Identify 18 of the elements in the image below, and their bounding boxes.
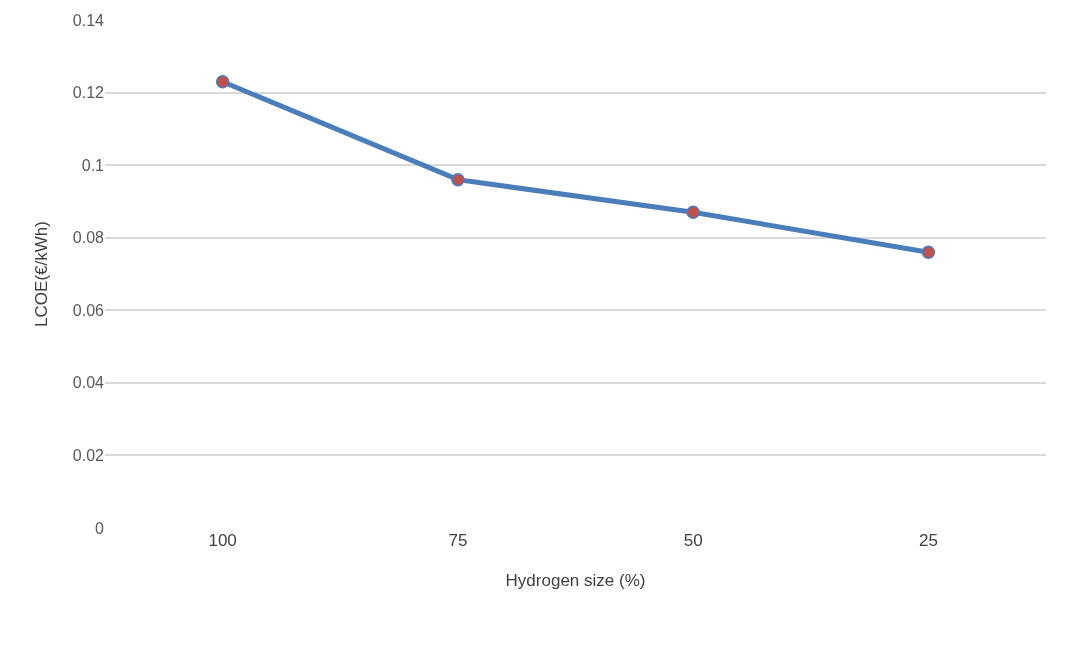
x-tick-label: 25 bbox=[918, 531, 938, 550]
y-tick-label: 0.08 bbox=[72, 229, 105, 247]
x-tick-label: 100 bbox=[208, 531, 237, 550]
y-tick-label: 0.04 bbox=[72, 374, 105, 392]
y-tick-label: 0.12 bbox=[72, 84, 105, 102]
point bbox=[686, 205, 700, 220]
y-tick-label: 0.06 bbox=[72, 301, 105, 319]
point bbox=[451, 172, 465, 187]
x-axis-title: Hydrogen size (%) bbox=[505, 571, 646, 591]
y-tick-label: 0.1 bbox=[81, 156, 105, 174]
y-tick-label: 0.02 bbox=[72, 447, 105, 465]
y-tick-label: 0 bbox=[95, 519, 105, 537]
point bbox=[921, 245, 936, 259]
y-tick-label: 0.14 bbox=[72, 11, 105, 29]
x-tick-label: 75 bbox=[448, 531, 468, 550]
point bbox=[215, 74, 230, 89]
x-tick-label: 50 bbox=[683, 531, 703, 550]
y-axis-title: LCOE(€/kWh) bbox=[32, 221, 52, 327]
